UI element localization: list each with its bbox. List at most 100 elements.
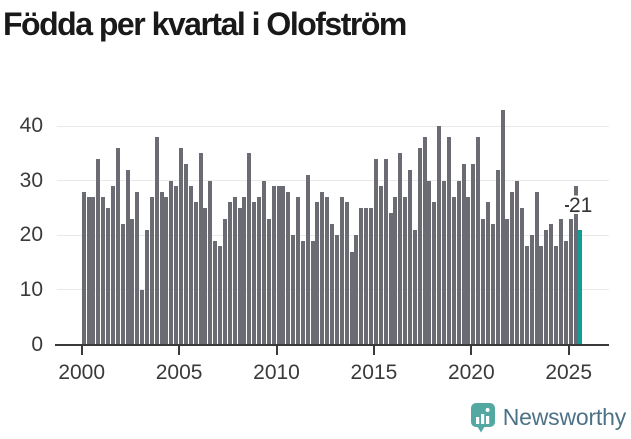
bar	[305, 175, 310, 345]
newsworthy-logo[interactable]: Newsworthy	[470, 402, 626, 433]
y-axis-label: 30	[19, 168, 43, 192]
bar	[91, 197, 96, 345]
bar	[485, 202, 490, 345]
bar	[159, 191, 164, 345]
bar	[320, 191, 325, 345]
x-axis-label: 2020	[447, 361, 495, 384]
bar	[383, 158, 388, 345]
bar	[349, 251, 354, 345]
bar	[242, 197, 247, 345]
bar	[286, 191, 291, 345]
bar	[169, 180, 174, 345]
bar	[218, 246, 223, 345]
bar	[417, 147, 422, 345]
x-axis-tick	[275, 345, 278, 355]
bar	[174, 186, 179, 345]
bar	[490, 224, 495, 345]
bar	[164, 197, 169, 345]
bar	[427, 180, 432, 345]
bar	[461, 164, 466, 345]
x-axis-label: 2010	[253, 361, 300, 384]
bar	[325, 197, 330, 345]
bar	[247, 153, 252, 345]
bar	[257, 197, 262, 345]
x-axis-tick	[80, 345, 83, 355]
bar	[183, 164, 188, 345]
bar	[378, 186, 383, 345]
bar	[86, 197, 91, 345]
bar	[437, 126, 442, 345]
bar	[388, 213, 393, 345]
bar	[403, 197, 408, 345]
bar	[237, 207, 242, 345]
bar	[364, 207, 369, 345]
bar	[193, 202, 198, 345]
bar	[568, 218, 573, 345]
bar	[291, 235, 296, 345]
bar	[276, 186, 281, 345]
bar	[310, 240, 315, 345]
bar	[227, 202, 232, 345]
bar	[145, 229, 149, 345]
bar	[140, 289, 145, 345]
bar	[354, 235, 359, 345]
y-axis-label: 20	[19, 223, 43, 247]
bar	[573, 186, 578, 345]
bar	[120, 224, 125, 345]
x-axis-tick	[567, 345, 570, 355]
bar	[510, 191, 515, 345]
bar	[407, 169, 412, 345]
bar	[534, 191, 539, 345]
gridline-y30	[57, 180, 609, 182]
bar	[198, 153, 203, 345]
bar	[549, 224, 554, 345]
bar	[203, 207, 208, 345]
bar	[266, 218, 271, 345]
bar	[432, 202, 437, 345]
bar	[422, 136, 427, 345]
bar	[125, 169, 130, 345]
bar	[554, 246, 559, 345]
bar	[456, 180, 461, 345]
bar	[110, 186, 115, 345]
bar	[529, 235, 534, 345]
bar	[222, 218, 227, 345]
bar	[149, 197, 154, 345]
bar	[232, 197, 237, 345]
bar	[300, 240, 305, 345]
bar	[334, 235, 339, 345]
annotation-leader-dash	[565, 204, 569, 208]
bar	[515, 180, 520, 345]
bar	[208, 180, 213, 345]
x-axis-label: 2025	[545, 361, 593, 384]
bar	[281, 186, 286, 345]
bar	[520, 207, 524, 345]
bar	[544, 229, 549, 345]
bar	[393, 197, 398, 345]
x-axis-label: 2005	[155, 361, 203, 384]
chart-title: Födda per kvartal i Olofström	[3, 6, 407, 42]
bar	[271, 186, 276, 345]
bar	[101, 197, 106, 345]
bar	[261, 180, 266, 345]
bar	[563, 240, 568, 345]
bar	[471, 164, 476, 345]
bar	[344, 202, 349, 345]
newsworthy-logo-text: Newsworthy	[502, 404, 626, 430]
bar	[295, 197, 300, 345]
x-axis-label: 2000	[58, 361, 106, 384]
x-axis-line	[55, 343, 609, 346]
bar-latest	[578, 229, 583, 345]
x-axis-tick	[178, 345, 181, 355]
bar	[330, 224, 335, 345]
bar	[505, 218, 510, 345]
bar	[500, 109, 505, 345]
bar	[373, 158, 378, 345]
bar	[96, 158, 101, 345]
annotation-value: 21	[569, 194, 593, 217]
y-axis-label: 10	[19, 277, 43, 301]
bar	[539, 246, 544, 345]
bar	[81, 191, 86, 345]
bar	[558, 218, 563, 345]
